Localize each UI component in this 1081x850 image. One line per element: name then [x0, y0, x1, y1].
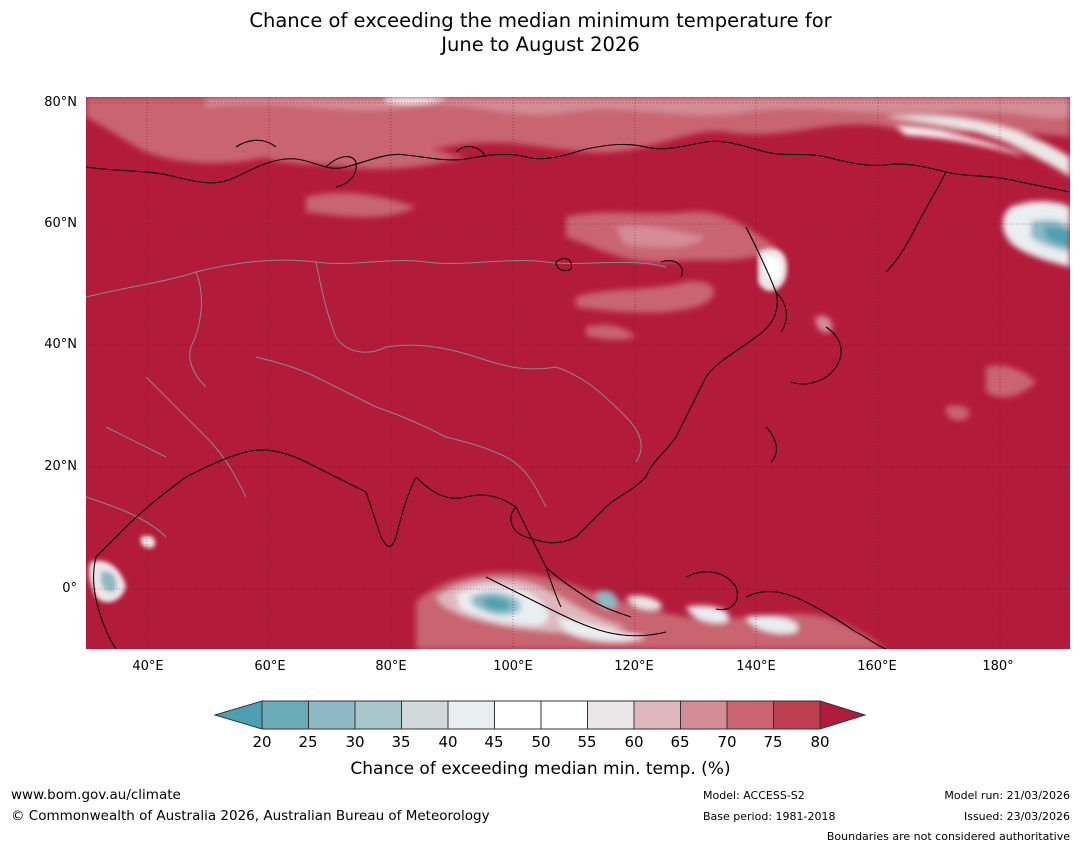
lat-label-80n: 80°N: [44, 95, 77, 110]
colorbar-tick: 45: [484, 733, 504, 751]
colorbar-cell: [633, 700, 681, 730]
colorbar-tick: 50: [531, 733, 551, 751]
country-borders: [86, 259, 667, 538]
colorbar-cell: [680, 700, 728, 730]
colorbar-cell: [587, 700, 635, 730]
footer-model-run: Model run: 21/03/2026: [944, 789, 1070, 802]
footer-website: www.bom.gov.au/climate: [11, 787, 181, 803]
colorbar-cell: [773, 700, 821, 730]
cool-region-indian-ocean: [416, 572, 886, 649]
colorbar: [213, 700, 867, 730]
colorbar-tick: 35: [391, 733, 411, 751]
colorbar-tick: 80: [810, 733, 830, 751]
lon-label-40e: 40°E: [132, 659, 164, 674]
footer-issued: Issued: 23/03/2026: [963, 810, 1070, 823]
colorbar-tick: 60: [624, 733, 644, 751]
lon-label-120e: 120°E: [614, 659, 654, 674]
colorbar-tick: 30: [345, 733, 365, 751]
colorbar-tick: 55: [577, 733, 597, 751]
lon-label-100e: 100°E: [493, 659, 533, 674]
graticule: [86, 97, 1070, 649]
colorbar-cell: [447, 700, 495, 730]
title-line-2: June to August 2026: [441, 33, 640, 56]
colorbar-cell: [540, 700, 588, 730]
footer-disclaimer: Boundaries are not considered authoritat…: [826, 830, 1070, 843]
colorbar-tick: 70: [717, 733, 737, 751]
coastlines: [86, 139, 1070, 649]
lat-label-20n: 20°N: [44, 459, 77, 474]
lat-label-60n: 60°N: [44, 216, 77, 231]
colorbar-cell: [354, 700, 402, 730]
colorbar-tick: 65: [670, 733, 690, 751]
colorbar-tick: 20: [252, 733, 272, 751]
map-background: [86, 97, 1070, 649]
footer-copyright: © Commonwealth of Australia 2026, Austra…: [11, 808, 490, 824]
lon-label-160e: 160°E: [857, 659, 897, 674]
lat-label-equator: 0°: [62, 581, 77, 596]
footer-model: Model: ACCESS-S2: [703, 789, 805, 802]
colorbar-cell: [494, 700, 542, 730]
colorbar-cell: [726, 700, 774, 730]
probability-map: [86, 97, 1070, 649]
probability-shading: [86, 97, 1070, 421]
colorbar-tick: 25: [298, 733, 318, 751]
east-africa-region: [88, 535, 156, 603]
lon-label-140e: 140°E: [736, 659, 776, 674]
title-line-1: Chance of exceeding the median minimum t…: [249, 9, 832, 32]
map-svg: [86, 97, 1070, 649]
colorbar-cells: [261, 700, 821, 730]
cool-region-bering: [1002, 201, 1070, 267]
colorbar-cell: [308, 700, 356, 730]
lon-label-60e: 60°E: [254, 659, 286, 674]
colorbar-cell: [401, 700, 449, 730]
footer-base-period: Base period: 1981-2018: [703, 810, 836, 823]
colorbar-tick: 40: [438, 733, 458, 751]
map-title: Chance of exceeding the median minimum t…: [0, 9, 1081, 57]
colorbar-under-arrow: [213, 700, 263, 730]
lon-label-180: 180°: [982, 659, 1014, 674]
colorbar-cell: [261, 700, 309, 730]
colorbar-tick: 75: [763, 733, 783, 751]
colorbar-label: Chance of exceeding median min. temp. (%…: [350, 759, 731, 779]
lon-label-80e: 80°E: [375, 659, 407, 674]
lat-label-40n: 40°N: [44, 337, 77, 352]
colorbar-over-arrow: [819, 700, 867, 730]
